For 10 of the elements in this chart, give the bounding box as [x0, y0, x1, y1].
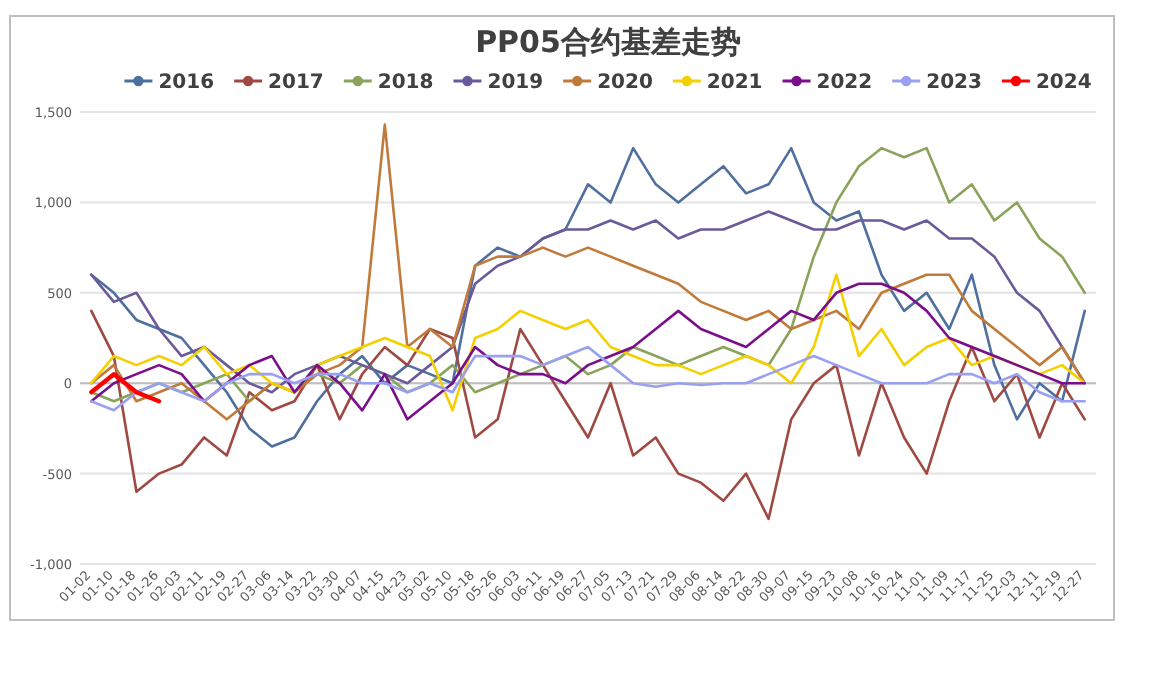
legend-label: 2017	[268, 72, 324, 94]
legend-label: 2021	[706, 72, 763, 94]
legend-label: 2019	[487, 72, 544, 94]
legend-label: 2018	[377, 72, 434, 94]
legend-label: 2024	[1035, 72, 1092, 94]
legend-label: 2020	[597, 72, 653, 94]
legend-label: 2016	[158, 72, 215, 94]
legend-label: 2022	[816, 72, 873, 94]
chart-title: PP05合约基差走势	[475, 24, 741, 60]
legend-label: 2023	[926, 72, 982, 94]
